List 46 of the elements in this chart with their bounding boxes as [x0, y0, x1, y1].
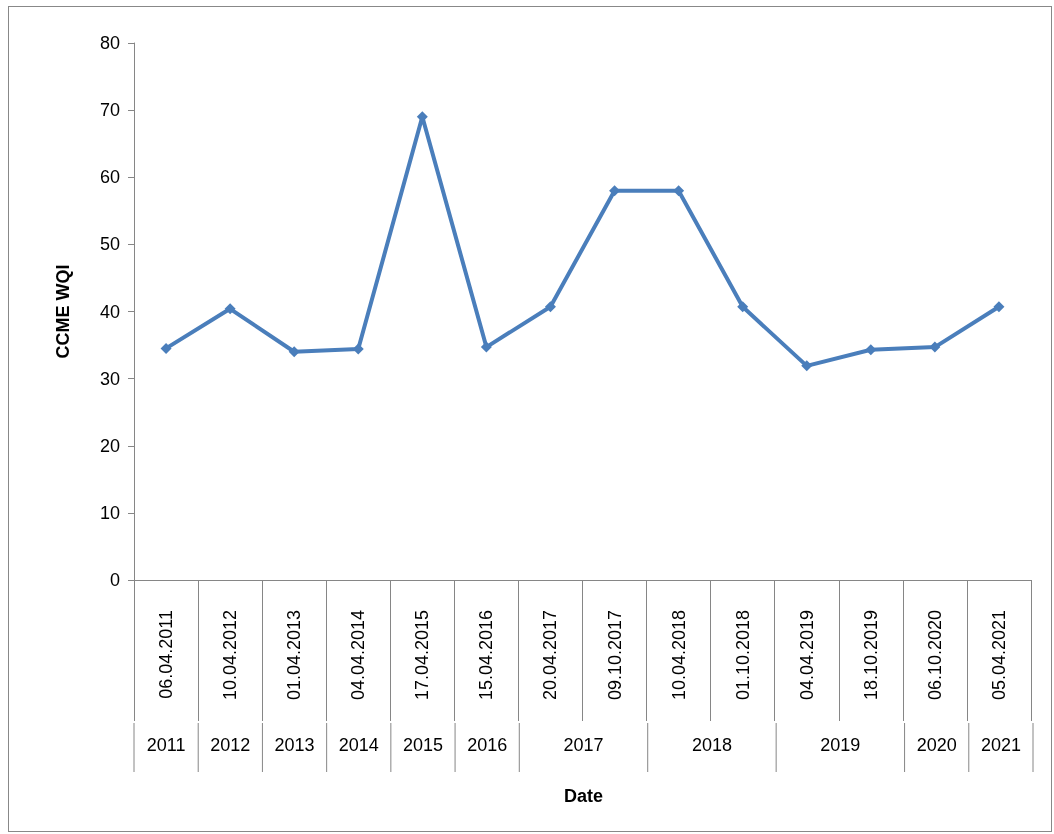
point	[224, 303, 236, 315]
point	[673, 185, 685, 197]
x-tick-label: 06.10.2020	[924, 610, 945, 701]
x-tick-label: 10.04.2018	[668, 610, 689, 701]
text: 2012	[210, 735, 251, 755]
x-tick-label: 09.10.2017	[604, 610, 625, 701]
x-tick-label: 04.04.2019	[796, 610, 817, 701]
x-tick-label: 05.04.2021	[988, 610, 1009, 701]
x-tick-label: 18.10.2019	[860, 610, 881, 701]
y-tick-label: 0	[109, 570, 120, 590]
point	[160, 342, 172, 354]
x-tick-label: 01.10.2018	[732, 610, 753, 701]
text: 2019	[820, 735, 861, 755]
x-tick-label: 15.04.2016	[476, 610, 497, 701]
y-tick-label: 80	[99, 33, 120, 53]
point	[288, 346, 300, 358]
y-axis-title: CCME WQI	[53, 264, 73, 359]
point	[737, 301, 749, 313]
text: 2018	[691, 735, 732, 755]
x-axis-title: Date	[563, 786, 604, 806]
y-tick-label: 40	[99, 301, 120, 322]
x-tick-label: 06.04.2011	[156, 610, 177, 699]
y-tick-label: 70	[99, 100, 120, 121]
y-tick-label: 30	[99, 368, 120, 389]
y-tick-label: 50	[99, 234, 120, 255]
point	[993, 301, 1005, 313]
y-tick-label: 10	[99, 502, 120, 523]
y-tick-label: 20	[99, 435, 120, 456]
x-tick-label: 20.04.2017	[540, 610, 561, 701]
x-tick-label: 04.04.2014	[348, 610, 369, 701]
x-tick-label: 17.04.2015	[412, 610, 433, 701]
text: 2021	[980, 735, 1021, 755]
point	[929, 341, 941, 353]
text: 2016	[467, 735, 508, 755]
point	[801, 360, 813, 372]
x-tick-label: 01.04.2013	[284, 610, 305, 701]
point	[480, 341, 492, 353]
text: 2017	[563, 735, 604, 755]
y-tick-label: 60	[99, 167, 120, 188]
point	[544, 301, 556, 313]
text: 2013	[274, 735, 315, 755]
text: 2014	[338, 735, 379, 755]
text: 2011	[146, 735, 186, 755]
text: 2020	[916, 735, 957, 755]
x-tick-label: 10.04.2012	[220, 610, 241, 701]
text: 2015	[402, 735, 443, 755]
